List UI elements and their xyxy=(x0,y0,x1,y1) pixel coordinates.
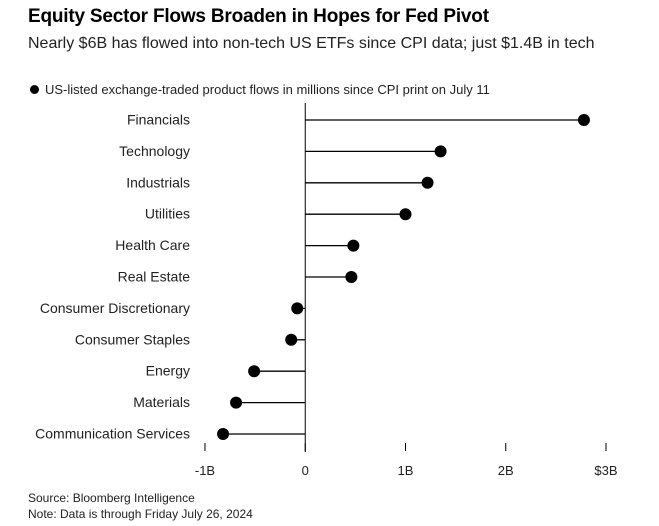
category-label: Real Estate xyxy=(118,269,191,285)
lollipop-dot xyxy=(347,239,360,252)
source-note: Source: Bloomberg Intelligence xyxy=(28,491,195,505)
x-tick-label: 1B xyxy=(398,463,414,478)
data-note: Note: Data is through Friday July 26, 20… xyxy=(28,507,253,521)
category-label: Financials xyxy=(127,112,190,128)
category-label: Energy xyxy=(146,363,190,379)
category-label: Industrials xyxy=(126,174,190,190)
lollipop-dot xyxy=(577,114,590,126)
category-label: Consumer Discretionary xyxy=(40,300,190,316)
legend-marker-icon xyxy=(30,85,39,94)
lollipop-dot xyxy=(345,271,358,283)
category-label: Materials xyxy=(133,394,190,410)
x-tick-label: $3B xyxy=(594,463,617,478)
lollipop-dot xyxy=(421,176,434,189)
category-label: Consumer Staples xyxy=(75,331,190,347)
category-label: Health Care xyxy=(115,237,190,253)
x-tick-label: 0 xyxy=(302,463,309,478)
lollipop-dot xyxy=(248,365,261,378)
lollipop-dot xyxy=(399,208,412,221)
lollipop-dot xyxy=(291,302,304,315)
lollipop-dot xyxy=(230,396,243,409)
lollipop-chart: Financials Technology Industrials Utilities… xyxy=(35,103,618,478)
category-label: Technology xyxy=(119,143,190,159)
legend-label: US-listed exchange-traded product flows … xyxy=(45,82,490,97)
lollipop-dot xyxy=(434,145,447,158)
category-label: Communication Services xyxy=(35,426,190,442)
category-label: Utilities xyxy=(145,206,190,222)
x-tick-label: -1B xyxy=(195,463,215,478)
legend: US-listed exchange-traded product flows … xyxy=(30,82,490,97)
chart-title: Equity Sector Flows Broaden in Hopes for… xyxy=(28,6,489,27)
lollipop-dot xyxy=(217,428,230,440)
x-tick-label: 2B xyxy=(498,463,514,478)
chart-subtitle: Nearly $6B has flowed into non-tech US E… xyxy=(28,35,595,52)
lollipop-dot xyxy=(285,333,298,346)
